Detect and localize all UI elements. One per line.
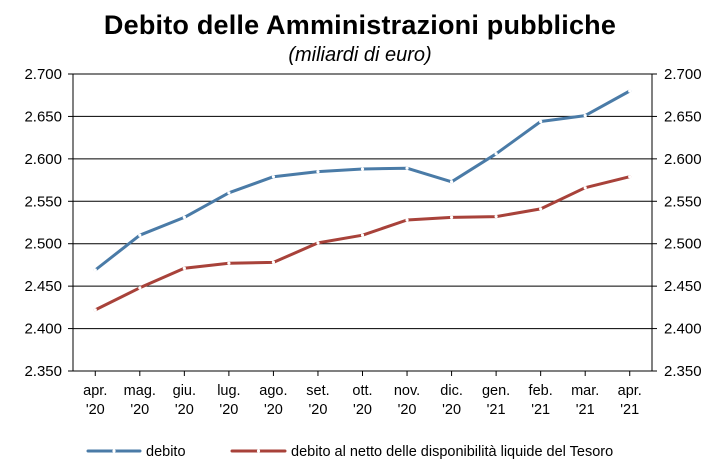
x-tick-label-year: '21 xyxy=(620,402,639,418)
x-tick-label-year: '20 xyxy=(86,402,105,418)
legend-label-0: debito xyxy=(146,444,186,460)
x-tick-label-month: set. xyxy=(306,383,329,399)
data-point xyxy=(583,113,587,118)
x-tick-label-year: '21 xyxy=(487,402,506,418)
x-tick-label-year: '20 xyxy=(219,402,238,418)
y-tick-label-left: 2.400 xyxy=(24,321,62,338)
x-tick-label-month: mar. xyxy=(571,383,599,399)
legend: debito debito al netto delle disponibilit… xyxy=(86,444,613,460)
chart-title: Debito delle Amministrazioni pubbliche xyxy=(103,10,617,40)
x-axis: apr. '20 mag. '20 giu. '20 lug. '20 ago. '20 set. '… xyxy=(83,371,642,418)
data-point xyxy=(138,233,142,237)
series-layer xyxy=(93,89,632,312)
data-point xyxy=(405,166,409,170)
y-tick-label-right: 2.500 xyxy=(664,236,702,253)
data-point xyxy=(360,233,365,237)
x-tick-label-month: giu. xyxy=(173,383,196,399)
y-tick-label-left: 2.550 xyxy=(24,193,62,210)
x-tick-label-year: '21 xyxy=(576,402,595,418)
y-tick-label-right: 2.550 xyxy=(664,193,702,210)
x-tick-label-month: lug. xyxy=(217,383,240,399)
x-tick-label-month: gen. xyxy=(482,383,510,399)
x-tick-label-year: '20 xyxy=(309,402,328,418)
data-point xyxy=(628,175,632,179)
x-tick-label-month: feb. xyxy=(529,383,553,399)
data-point xyxy=(494,152,498,156)
data-point xyxy=(405,218,409,222)
data-point xyxy=(316,169,320,174)
y-tick-label-left: 2.600 xyxy=(24,151,62,168)
y-tick-label-left: 2.500 xyxy=(24,236,62,253)
data-point xyxy=(182,215,186,220)
data-point xyxy=(628,89,632,93)
y-tick-label-right: 2.400 xyxy=(664,321,702,338)
right-axis: 2.350 2.400 2.450 2.500 2.550 2.600 2.650 2.700 xyxy=(652,66,702,380)
x-tick-label-year: '21 xyxy=(531,402,550,418)
data-point xyxy=(583,186,587,190)
legend-marker-1 xyxy=(256,449,261,453)
data-point xyxy=(316,241,320,245)
y-tick-label-right: 2.600 xyxy=(664,151,702,168)
legend-marker-0 xyxy=(112,449,116,453)
data-point xyxy=(271,175,276,179)
x-tick-label-year: '20 xyxy=(442,402,461,418)
series-line-0 xyxy=(93,89,632,272)
legend-label-1: debito al netto delle disponibilità liqu… xyxy=(291,444,613,460)
data-point xyxy=(271,260,276,264)
data-point xyxy=(93,268,97,272)
data-point xyxy=(227,261,231,265)
x-tick-label-year: '20 xyxy=(130,402,149,418)
y-tick-label-left: 2.700 xyxy=(24,66,62,83)
data-point xyxy=(449,180,454,184)
data-point xyxy=(138,286,142,290)
data-point xyxy=(182,266,186,270)
y-tick-label-left: 2.350 xyxy=(24,363,62,380)
x-tick-label-month: apr. xyxy=(618,383,642,399)
x-tick-label-month: apr. xyxy=(83,383,107,399)
y-tick-label-left: 2.450 xyxy=(24,278,62,295)
x-tick-label-year: '20 xyxy=(264,402,283,418)
x-tick-label-month: nov. xyxy=(394,383,420,399)
x-tick-label-month: dic. xyxy=(440,383,463,399)
x-tick-label-year: '20 xyxy=(175,402,194,418)
left-axis: 2.350 2.400 2.450 2.500 2.550 2.600 2.650 2.700 xyxy=(24,66,73,380)
data-point xyxy=(360,167,365,171)
x-tick-label-year: '20 xyxy=(353,402,372,418)
data-point xyxy=(93,308,97,312)
x-tick-label-month: ago. xyxy=(259,383,287,399)
y-tick-label-right: 2.450 xyxy=(664,278,702,295)
y-tick-label-left: 2.650 xyxy=(24,108,62,125)
x-tick-label-month: mag. xyxy=(124,383,156,399)
chart-subtitle: (miliardi di euro) xyxy=(288,44,432,66)
data-point xyxy=(539,119,543,124)
y-tick-label-right: 2.350 xyxy=(664,363,702,380)
data-point xyxy=(539,207,543,211)
data-point xyxy=(449,215,454,220)
y-tick-label-right: 2.650 xyxy=(664,108,702,125)
x-tick-label-year: '20 xyxy=(398,402,417,418)
x-tick-label-month: ott. xyxy=(352,383,372,399)
data-point xyxy=(227,191,231,195)
data-point xyxy=(494,214,498,219)
y-tick-label-right: 2.700 xyxy=(664,66,702,83)
